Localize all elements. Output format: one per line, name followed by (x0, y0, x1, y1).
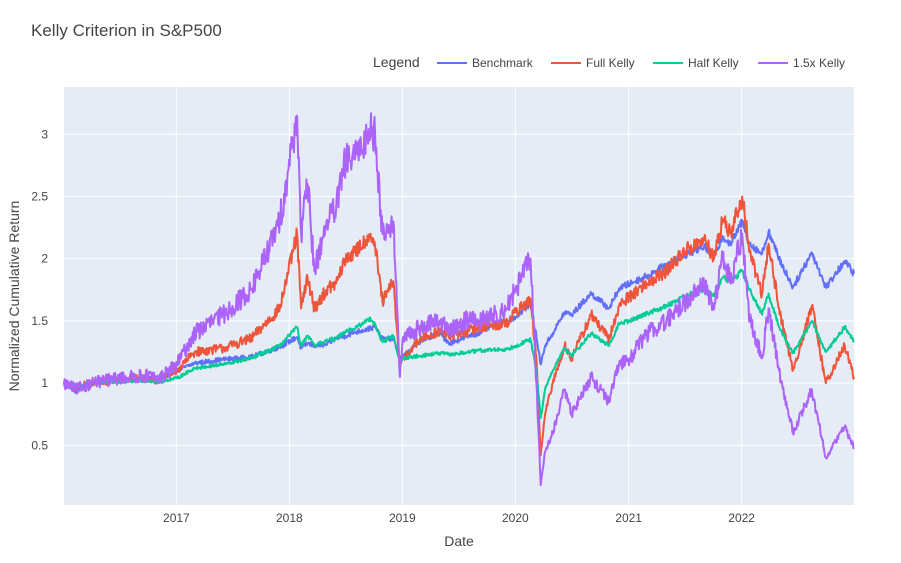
y-tick-label: 3 (41, 127, 48, 141)
series-lines[interactable] (63, 112, 855, 487)
y-tick-labels: 0.5 1 1.5 2 2.5 3 (31, 127, 48, 452)
series-line-half-kelly[interactable] (63, 268, 855, 419)
y-axis-title: Normalized Cumulative Return (6, 201, 22, 392)
y-tick-label: 2 (41, 252, 48, 266)
legend-title: Legend (373, 54, 420, 70)
series-line-1-5x-kelly[interactable] (63, 112, 855, 487)
y-tick-label: 1.5 (31, 314, 48, 328)
x-tick-label: 2018 (276, 511, 303, 525)
x-axis-title: Date (444, 533, 474, 549)
chart-title: Kelly Criterion in S&P500 (31, 21, 222, 40)
x-tick-label: 2019 (389, 511, 416, 525)
x-tick-label: 2022 (728, 511, 755, 525)
legend-item-label[interactable]: Full Kelly (586, 56, 635, 70)
y-tick-label: 1 (41, 376, 48, 390)
series-line-full-kelly[interactable] (63, 195, 855, 457)
legend-item-label[interactable]: 1.5x Kelly (793, 56, 845, 70)
x-tick-label: 2020 (502, 511, 529, 525)
x-tick-label: 2017 (163, 511, 190, 525)
y-tick-label: 2.5 (31, 189, 48, 203)
series-line-benchmark[interactable] (63, 218, 855, 394)
plot-background[interactable] (64, 87, 854, 505)
legend[interactable]: Legend Benchmark Full Kelly Half Kelly 1.5x… (373, 54, 845, 70)
legend-item-label[interactable]: Benchmark (472, 56, 534, 70)
x-tick-label: 2021 (615, 511, 642, 525)
x-tick-labels: 2017 2018 2019 2020 2021 2022 (163, 511, 755, 525)
legend-item-label[interactable]: Half Kelly (688, 56, 739, 70)
y-tick-label: 0.5 (31, 438, 48, 452)
